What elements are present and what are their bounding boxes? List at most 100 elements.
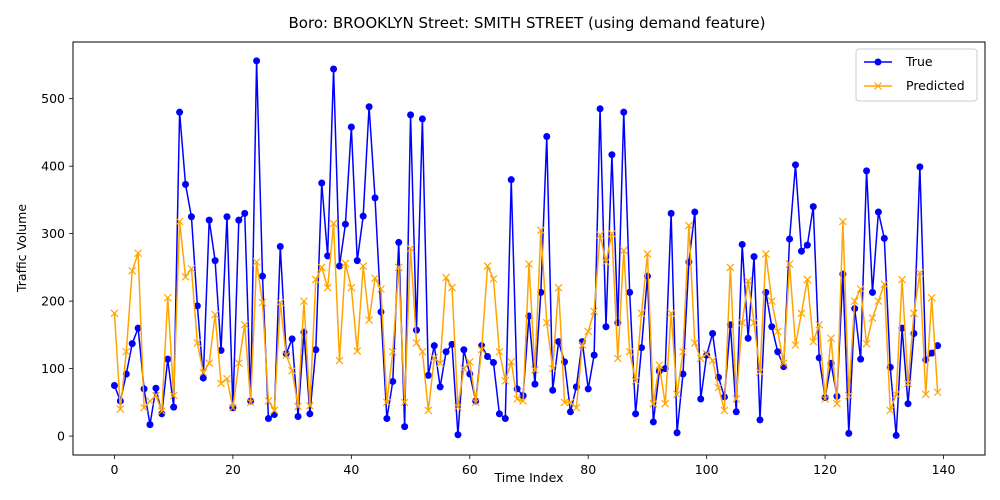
data-point-predicted xyxy=(684,221,693,230)
data-point-predicted xyxy=(217,379,225,388)
data-point-true xyxy=(359,212,367,220)
data-point-predicted xyxy=(548,364,557,373)
data-point-predicted xyxy=(714,383,723,392)
data-point-predicted xyxy=(311,275,320,284)
data-point-predicted xyxy=(904,379,912,388)
data-point-predicted xyxy=(294,402,302,411)
data-point-true xyxy=(454,431,462,439)
data-point-true xyxy=(868,288,876,296)
data-point-true xyxy=(863,167,871,175)
data-point-predicted xyxy=(590,307,599,316)
data-point-predicted xyxy=(927,293,936,302)
data-point-true xyxy=(389,377,397,385)
data-point-predicted xyxy=(572,403,581,412)
data-point-true xyxy=(152,384,160,392)
data-point-predicted xyxy=(560,398,569,407)
data-point-true xyxy=(803,241,811,249)
data-point-true xyxy=(170,403,178,411)
data-point-predicted xyxy=(157,407,166,416)
data-point-predicted xyxy=(353,347,362,355)
data-point-true xyxy=(288,335,296,343)
data-point-predicted xyxy=(809,337,818,346)
x-axis-label: Time Index xyxy=(494,470,564,485)
data-point-true xyxy=(164,355,172,363)
data-point-true xyxy=(495,410,503,418)
data-point-predicted xyxy=(720,406,729,415)
data-point-predicted xyxy=(252,258,261,266)
data-point-true xyxy=(407,111,415,119)
data-point-predicted xyxy=(892,390,901,399)
data-point-predicted xyxy=(181,272,190,281)
data-point-predicted xyxy=(619,246,628,255)
data-point-true xyxy=(383,415,391,423)
data-point-true xyxy=(543,132,551,140)
data-point-predicted xyxy=(382,398,391,407)
data-point-true xyxy=(584,385,592,393)
data-point-predicted xyxy=(483,262,492,270)
data-point-predicted xyxy=(602,258,610,266)
data-point-predicted xyxy=(880,280,889,289)
data-point-true xyxy=(365,103,373,111)
x-tick-label: 140 xyxy=(932,462,956,477)
data-point-true xyxy=(241,209,249,217)
data-point-true xyxy=(638,344,646,352)
data-point-predicted xyxy=(234,359,243,368)
data-point-true xyxy=(892,431,900,439)
data-point-true xyxy=(223,213,231,221)
series-layer xyxy=(110,57,942,439)
data-point-predicted xyxy=(264,397,273,405)
data-point-predicted xyxy=(815,320,824,329)
data-point-predicted xyxy=(454,403,462,412)
y-tick-label: 500 xyxy=(41,91,65,106)
data-point-true xyxy=(205,216,213,224)
data-point-predicted xyxy=(211,310,220,319)
data-point-true xyxy=(377,308,385,316)
data-point-predicted xyxy=(282,351,291,360)
data-point-predicted xyxy=(756,368,764,376)
data-point-predicted xyxy=(649,399,658,408)
data-point-true xyxy=(531,380,539,388)
data-point-true xyxy=(709,330,717,338)
data-point-true xyxy=(632,410,640,418)
data-point-true xyxy=(270,411,278,419)
data-point-true xyxy=(880,234,888,242)
data-point-predicted xyxy=(708,356,717,365)
data-point-predicted xyxy=(128,266,137,275)
data-point-true xyxy=(259,272,267,280)
data-point-true xyxy=(211,257,219,265)
data-point-true xyxy=(549,386,557,394)
data-point-true xyxy=(791,161,799,169)
data-point-true xyxy=(460,346,468,354)
data-point-true xyxy=(809,203,817,211)
data-point-predicted xyxy=(915,268,924,277)
data-point-true xyxy=(199,374,207,382)
data-point-true xyxy=(442,348,450,356)
data-point-predicted xyxy=(921,390,930,399)
data-point-predicted xyxy=(844,391,853,400)
data-point-predicted xyxy=(797,309,806,318)
data-point-predicted xyxy=(536,226,545,235)
series-predicted-line xyxy=(113,220,939,412)
data-point-true xyxy=(235,216,243,224)
data-point-true xyxy=(620,108,628,116)
data-point-predicted xyxy=(791,341,800,349)
data-point-predicted xyxy=(507,357,516,366)
data-point-true xyxy=(857,355,865,363)
data-point-true xyxy=(324,252,332,260)
data-point-predicted xyxy=(169,391,178,400)
data-point-predicted xyxy=(750,318,758,327)
data-point-true xyxy=(649,418,657,426)
x-tick-label: 80 xyxy=(580,462,596,477)
data-point-true xyxy=(732,408,740,416)
data-point-true xyxy=(756,416,764,424)
data-point-true xyxy=(128,340,136,348)
data-point-predicted xyxy=(388,347,397,356)
y-tick-label: 100 xyxy=(41,361,65,376)
data-point-predicted xyxy=(163,293,172,302)
data-point-predicted xyxy=(898,275,907,284)
data-point-true xyxy=(667,209,675,217)
data-point-predicted xyxy=(116,405,125,414)
data-point-predicted xyxy=(323,283,332,292)
y-tick-label: 300 xyxy=(41,226,65,241)
data-point-predicted xyxy=(341,259,350,268)
